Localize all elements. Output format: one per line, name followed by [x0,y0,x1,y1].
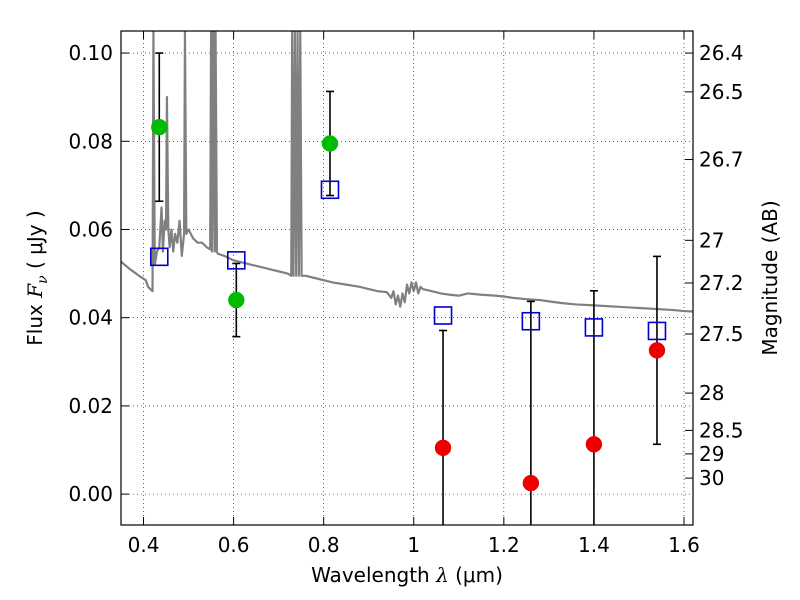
y2-tick-label: 27.5 [699,322,744,346]
plot-frame [120,30,694,526]
x-tick-label: 0.4 [128,533,160,557]
x-tick-label: 0.8 [308,533,340,557]
model-photometry-marker [584,318,604,337]
x-axis-label: Wavelength λ (μm) [311,563,503,587]
undetected-flux-point [434,439,452,457]
undetected-flux-point [522,474,540,492]
y2-tick-label: 30 [699,466,724,490]
detected-flux-point [151,118,168,136]
y2-tick-label: 27.2 [699,271,744,295]
y-tick-label: 0.00 [68,482,113,506]
y2-tick-label: 26.4 [699,41,744,65]
detected-flux-point [228,291,245,309]
model-photometry-marker [149,247,169,267]
model-photometry-marker [433,306,453,325]
marker-layer [149,118,667,492]
model-photometry-marker [227,251,246,270]
x-tick-label: 0.6 [218,533,250,557]
undetected-flux-point [585,436,603,453]
model-photometry-marker [521,311,541,331]
x-axis: 0.4 0.6 0.8 1 1.2 1.4 1.6 [128,31,700,557]
y2-axis-label: Magnitude (AB) [758,200,782,355]
y2-tick-label: 29 [699,442,724,466]
x-tick-label: 1.4 [578,533,610,557]
y2-tick-label: 26.5 [699,80,744,104]
y-tick-label: 0.02 [68,394,113,418]
y2-tick-label: 27 [699,228,724,252]
series-layer [121,31,693,313]
y-tick-label: 0.04 [68,306,113,330]
plot-area [121,31,693,525]
detected-flux-point [321,135,339,152]
y-tick-label: 0.08 [68,129,113,153]
y2-tick-label: 28.5 [699,418,744,442]
y-axis-label: Flux Fν ( μJy ) [23,210,51,345]
grid-lines [121,31,693,525]
y2-tick-label: 28 [699,381,724,405]
y2-tick-label: 26.7 [699,148,744,172]
x-tick-label: 1.2 [488,533,520,557]
y-tick-label: 0.10 [68,41,113,65]
model-photometry-marker [647,321,667,341]
y-tick-label: 0.06 [68,217,113,241]
model-spectrum-line [121,31,693,313]
undetected-flux-point [648,342,666,359]
x-tick-label: 1 [407,533,420,557]
y-axis: 0.00 0.02 0.04 0.06 0.08 0.10 [68,41,129,506]
x-tick-label: 1.6 [668,533,700,557]
model-photometry-marker [320,180,340,200]
